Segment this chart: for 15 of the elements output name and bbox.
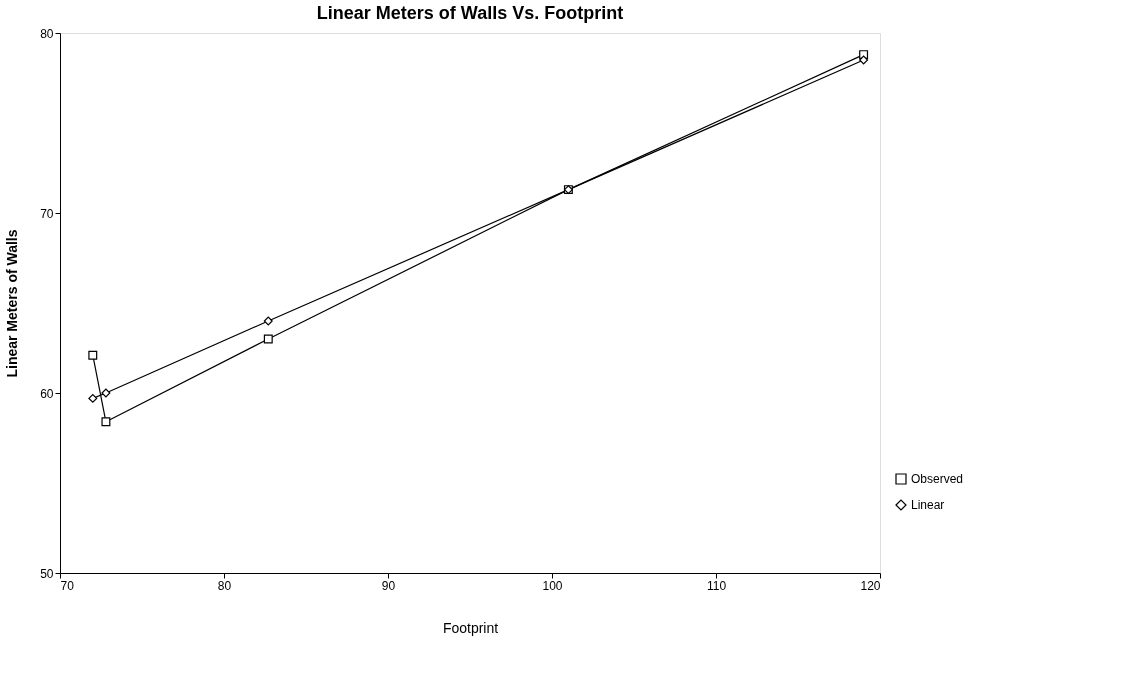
y-tick-label: 80 [40, 26, 54, 41]
x-tick-label: 90 [381, 578, 396, 593]
y-axis-title: Linear Meters of Walls [4, 229, 21, 378]
y-tick-label: 60 [40, 386, 54, 401]
y-tick-label: 50 [40, 566, 54, 581]
legend-label: Observed [911, 472, 964, 486]
legend-label: Linear [911, 498, 945, 512]
x-axis-title: Footprint [442, 619, 499, 636]
x-tick-label: 100 [542, 578, 563, 593]
x-tick-label: 120 [860, 578, 881, 593]
x-tick-label: 70 [60, 578, 75, 593]
x-tick-label: 80 [217, 578, 232, 593]
y-tick-label: 70 [40, 206, 54, 221]
x-tick-label: 110 [706, 578, 727, 593]
chart-title: Linear Meters of Walls Vs. Footprint [316, 3, 624, 23]
